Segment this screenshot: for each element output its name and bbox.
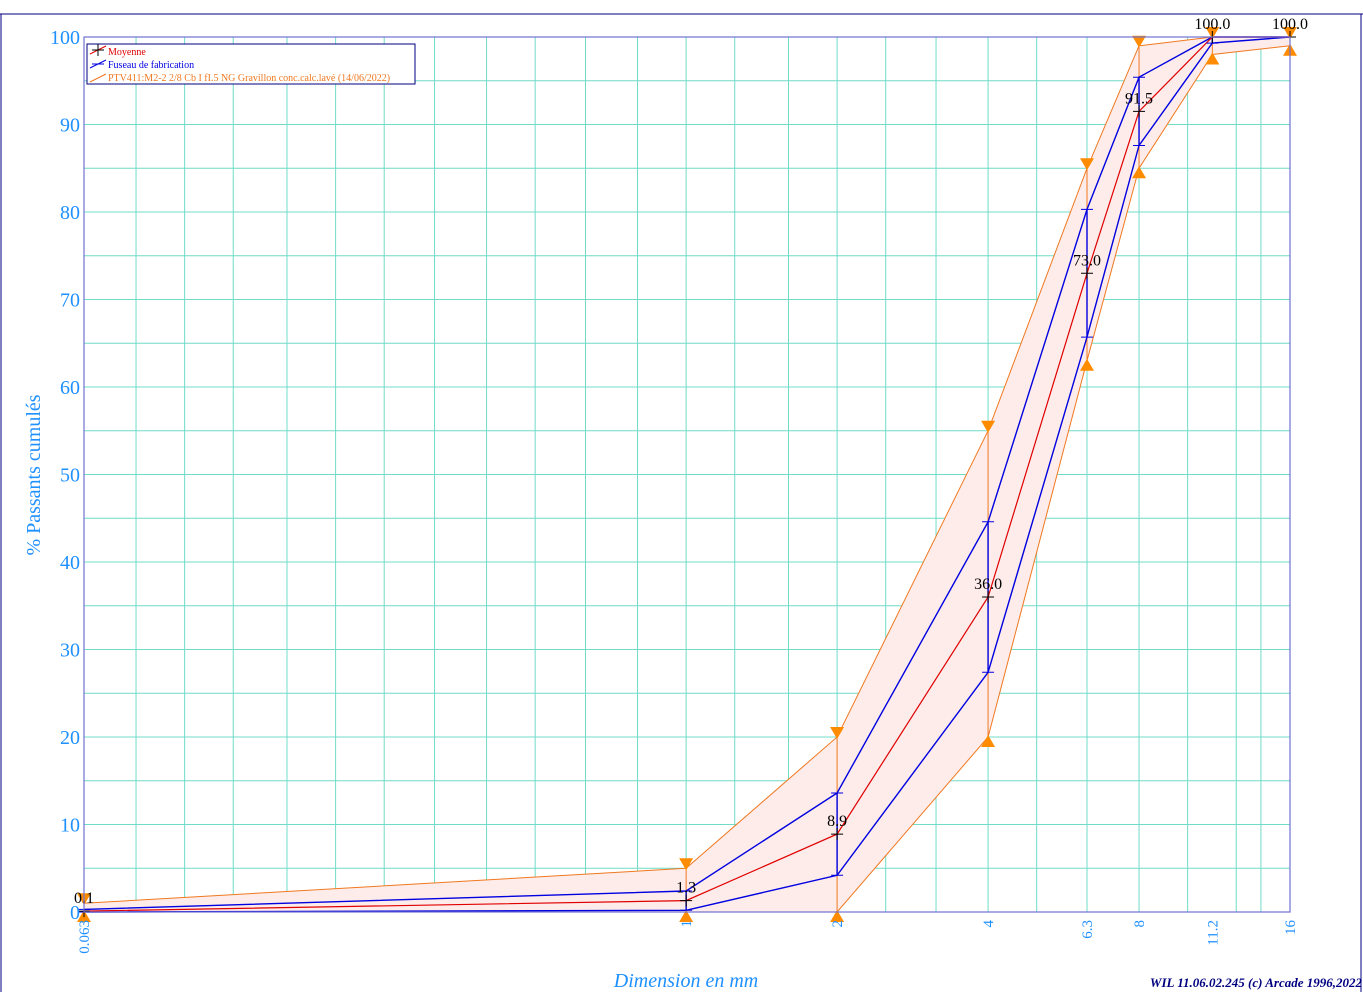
spec-upper-marker (1080, 158, 1095, 171)
y-tick-label: 50 (60, 465, 80, 487)
x-tick-label: 6.3 (1080, 920, 1096, 939)
legend-item-moyenne: Moyenne (89, 44, 146, 58)
x-axis-label: Dimension en mm (613, 970, 758, 992)
fuseau-upper-line (83, 36, 1290, 911)
spec-lower-marker (679, 910, 694, 922)
series-lines (83, 36, 1291, 913)
y-axis-label: % Passants cumulés (23, 394, 45, 555)
y-tick-label: 20 (60, 727, 80, 749)
x-tick-label: 8 (1132, 920, 1148, 928)
legend-box (86, 43, 416, 85)
y-tick-label: 40 (60, 552, 80, 574)
y-tick-label: 10 (60, 815, 80, 837)
footer-text: WIL 11.06.02.245 (c) Arcade 1996,2022 (1150, 975, 1363, 990)
moyenne-data-label: 91.5 (1125, 90, 1153, 107)
spec-lower-marker (830, 910, 845, 922)
spec-upper-marker (679, 858, 694, 871)
y-tick-label: 70 (60, 290, 80, 312)
legend-label-fuseau: Fuseau de fabrication (108, 60, 194, 71)
legend-swatch-ptv (89, 73, 107, 83)
spec-lower-marker (1080, 358, 1095, 371)
tick-labels: 0 10 20 30 40 50 60 70 80 90 100 0.063 1 2 4 6.3 8 11.2 16 (50, 27, 1299, 954)
moyenne-data-label: 100.0 (1194, 16, 1230, 33)
moyenne-data-label: 73.0 (1073, 252, 1101, 269)
y-tick-label: 90 (60, 115, 80, 137)
moyenne-data-label: 1.3 (676, 880, 696, 897)
y-tick-label: 30 (60, 640, 80, 662)
spec-upper-marker (830, 727, 845, 739)
x-tick-label: 1 (679, 920, 695, 928)
x-tick-label: 0.063 (77, 920, 93, 954)
moyenne-data-label: 36.0 (974, 576, 1002, 593)
x-tick-label: 11.2 (1205, 920, 1221, 946)
x-tick-label: 4 (981, 920, 997, 928)
y-tick-label: 100 (50, 27, 80, 49)
spec-lower-marker (981, 735, 996, 747)
y-tick-label: 0 (70, 902, 80, 924)
fuseau-lower-line (83, 36, 1291, 913)
moyenne-line (83, 36, 1290, 912)
x-tick-label: 2 (830, 920, 846, 928)
y-tick-label: 60 (60, 377, 80, 399)
moyenne-data-label: 8.9 (827, 813, 847, 830)
spec-upper-line (83, 36, 1290, 904)
moyenne-data-label: 100.0 (1272, 16, 1308, 33)
legend: Moyenne Fuseau de fabrication PTV411:M2-… (86, 43, 416, 85)
y-tick-label: 80 (60, 202, 80, 224)
plot-border (83, 36, 1291, 913)
spec-upper-marker (981, 420, 996, 433)
legend-label-ptv: PTV411:M2-2 2/8 Cb I fI.5 NG Gravillon c… (108, 73, 390, 84)
x-tick-label: 16 (1283, 920, 1299, 936)
legend-item-fuseau: Fuseau de fabrication (89, 59, 194, 71)
spec-lower-marker (1132, 166, 1147, 179)
legend-label-moyenne: Moyenne (108, 47, 146, 58)
spec-upper-marker (1132, 35, 1147, 48)
spec-lower-marker (1205, 52, 1220, 65)
legend-item-ptv: PTV411:M2-2 2/8 Cb I fI.5 NG Gravillon c… (89, 73, 390, 84)
markers-layer (77, 27, 1297, 922)
